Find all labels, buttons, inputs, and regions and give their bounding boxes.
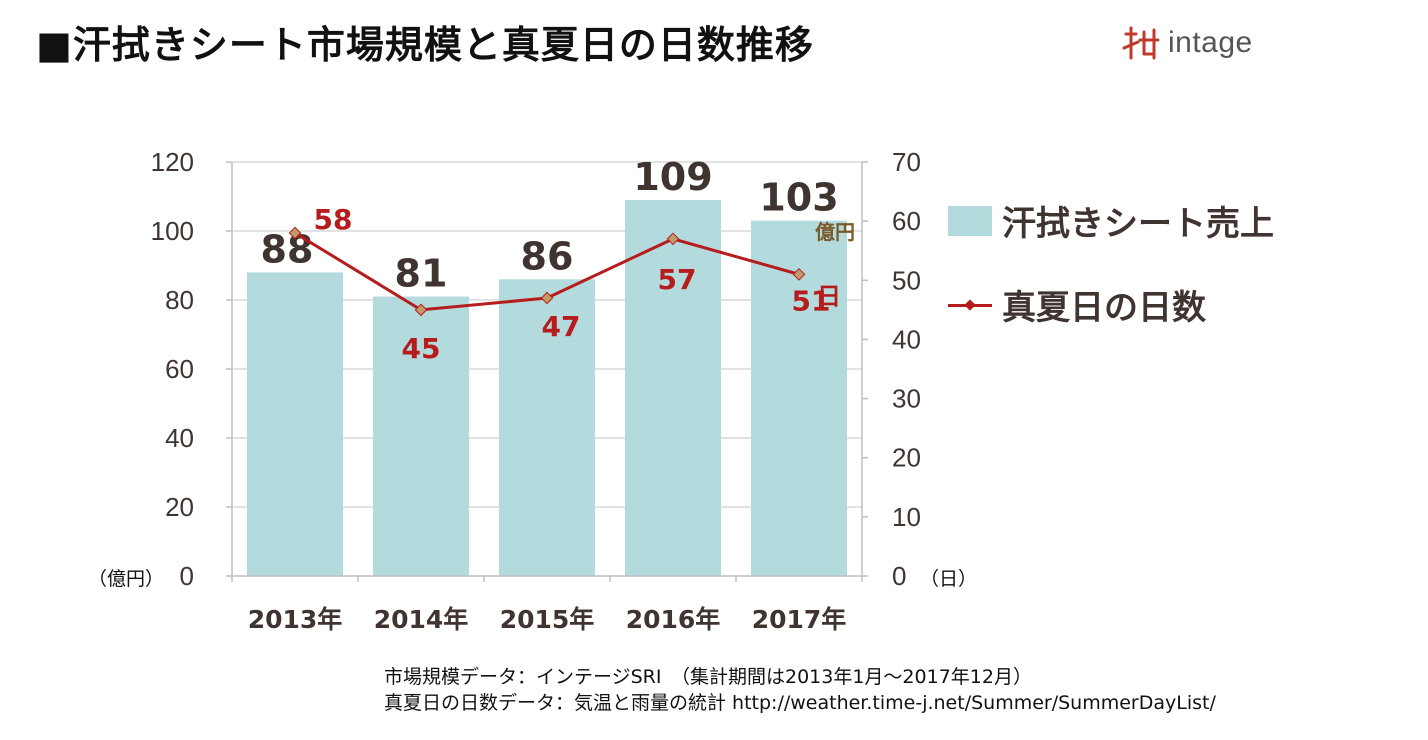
line-value-label: 58 [314, 203, 353, 236]
line-point-marker [540, 291, 554, 305]
right-axis-tick-label: 20 [892, 443, 921, 473]
bar [499, 279, 595, 576]
bar-value-label: 86 [521, 234, 574, 278]
bar-value-label: 88 [261, 227, 314, 271]
legend-item-bar: 汗拭きシート売上 [948, 196, 1274, 245]
line-unit-annotation: 日 [817, 282, 841, 310]
x-axis-category-label: 2016年 [626, 605, 721, 634]
x-axis-category-label: 2015年 [500, 605, 595, 634]
right-axis-tick-label: 50 [892, 265, 921, 295]
right-axis-tick-label: 70 [892, 147, 921, 177]
right-axis-unit-label: （日） [920, 568, 977, 590]
legend-item-line: 真夏日の日数 [948, 280, 1206, 329]
x-axis-category-label: 2013年 [248, 605, 343, 634]
legend-label-bar: 汗拭きシート売上 [1002, 204, 1274, 244]
line-point-marker [792, 268, 806, 281]
bar-value-label: 109 [633, 155, 712, 199]
line-point-marker [666, 232, 680, 246]
line-value-label: 57 [658, 263, 697, 296]
source-line-2: 真夏日の日数データ：気温と雨量の統計 http://weather.time-j… [384, 692, 1216, 714]
line-value-label: 47 [542, 310, 581, 343]
bar-value-label: 103 [759, 176, 838, 220]
line-point-marker [414, 303, 428, 317]
left-axis-tick-label: 100 [151, 216, 194, 246]
logo-text: intage [1168, 26, 1253, 59]
bar [373, 296, 469, 576]
right-axis-tick-label: 0 [892, 561, 906, 591]
source-line-1: 市場規模データ：インテージSRI （集計期間は2013年1月～2017年12月） [384, 666, 1032, 688]
x-axis-category-label: 2017年 [752, 605, 847, 634]
legend-swatch-bar [948, 205, 992, 236]
right-axis-tick-label: 60 [892, 206, 921, 236]
intage-logo: intage [1120, 22, 1253, 64]
line-point-marker [288, 226, 302, 240]
bar-value-label: 81 [395, 252, 448, 296]
legend-label-line: 真夏日の日数 [1002, 288, 1206, 328]
bar [247, 272, 343, 576]
x-axis-category-label: 2014年 [374, 605, 469, 634]
left-axis-unit-label: （億円） [88, 568, 164, 590]
right-axis-tick-label: 30 [892, 384, 921, 414]
left-axis-tick-label: 80 [165, 285, 194, 315]
left-axis-tick-label: 0 [180, 561, 194, 591]
left-axis-tick-label: 20 [165, 492, 194, 522]
line-value-label: 45 [402, 332, 441, 365]
left-axis-tick-label: 40 [165, 423, 194, 453]
right-axis-tick-label: 40 [892, 324, 921, 354]
intage-logo-icon [1122, 26, 1160, 60]
right-axis-tick-label: 10 [892, 502, 921, 532]
left-axis-tick-label: 120 [151, 147, 194, 177]
line-value-label: 51 [792, 284, 831, 317]
source-note: 市場規模データ：インテージSRI （集計期間は2013年1月～2017年12月）… [384, 664, 1216, 716]
left-axis-tick-label: 60 [165, 354, 194, 384]
bar-unit-annotation: 億円 [815, 220, 855, 244]
bar [625, 199, 721, 576]
page-title: ■汗拭きシート市場規模と真夏日の日数推移 [36, 23, 814, 67]
legend-swatch-line [948, 290, 992, 320]
